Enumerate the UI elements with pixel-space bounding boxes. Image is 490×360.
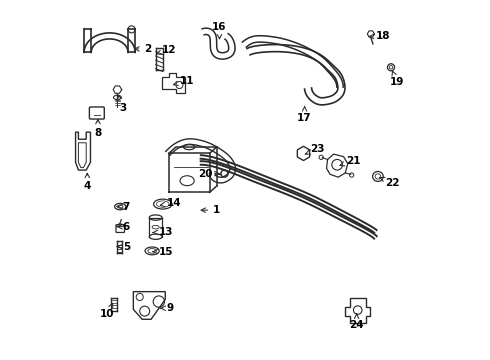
Text: 10: 10 xyxy=(100,303,115,319)
Text: 22: 22 xyxy=(380,177,399,188)
Text: 18: 18 xyxy=(369,31,390,41)
Text: 8: 8 xyxy=(94,120,101,138)
Text: 16: 16 xyxy=(212,22,227,39)
Text: 2: 2 xyxy=(135,44,151,54)
Polygon shape xyxy=(113,86,122,93)
Text: 5: 5 xyxy=(117,242,130,252)
Text: 19: 19 xyxy=(390,71,404,87)
Text: 9: 9 xyxy=(161,303,173,313)
Text: 6: 6 xyxy=(117,222,130,232)
Text: 17: 17 xyxy=(297,107,312,123)
Text: 20: 20 xyxy=(198,168,219,179)
Text: 1: 1 xyxy=(201,205,220,215)
Text: 14: 14 xyxy=(160,198,181,208)
Text: 21: 21 xyxy=(340,156,361,166)
Text: 24: 24 xyxy=(349,314,364,330)
Text: 3: 3 xyxy=(118,95,126,113)
Text: 23: 23 xyxy=(305,144,325,154)
Text: 11: 11 xyxy=(173,76,194,86)
Text: 4: 4 xyxy=(84,173,91,191)
Polygon shape xyxy=(368,31,374,37)
Text: 13: 13 xyxy=(153,228,174,238)
Text: 12: 12 xyxy=(156,45,176,55)
Text: 7: 7 xyxy=(117,202,130,212)
Polygon shape xyxy=(297,146,310,161)
Text: 15: 15 xyxy=(153,247,174,257)
